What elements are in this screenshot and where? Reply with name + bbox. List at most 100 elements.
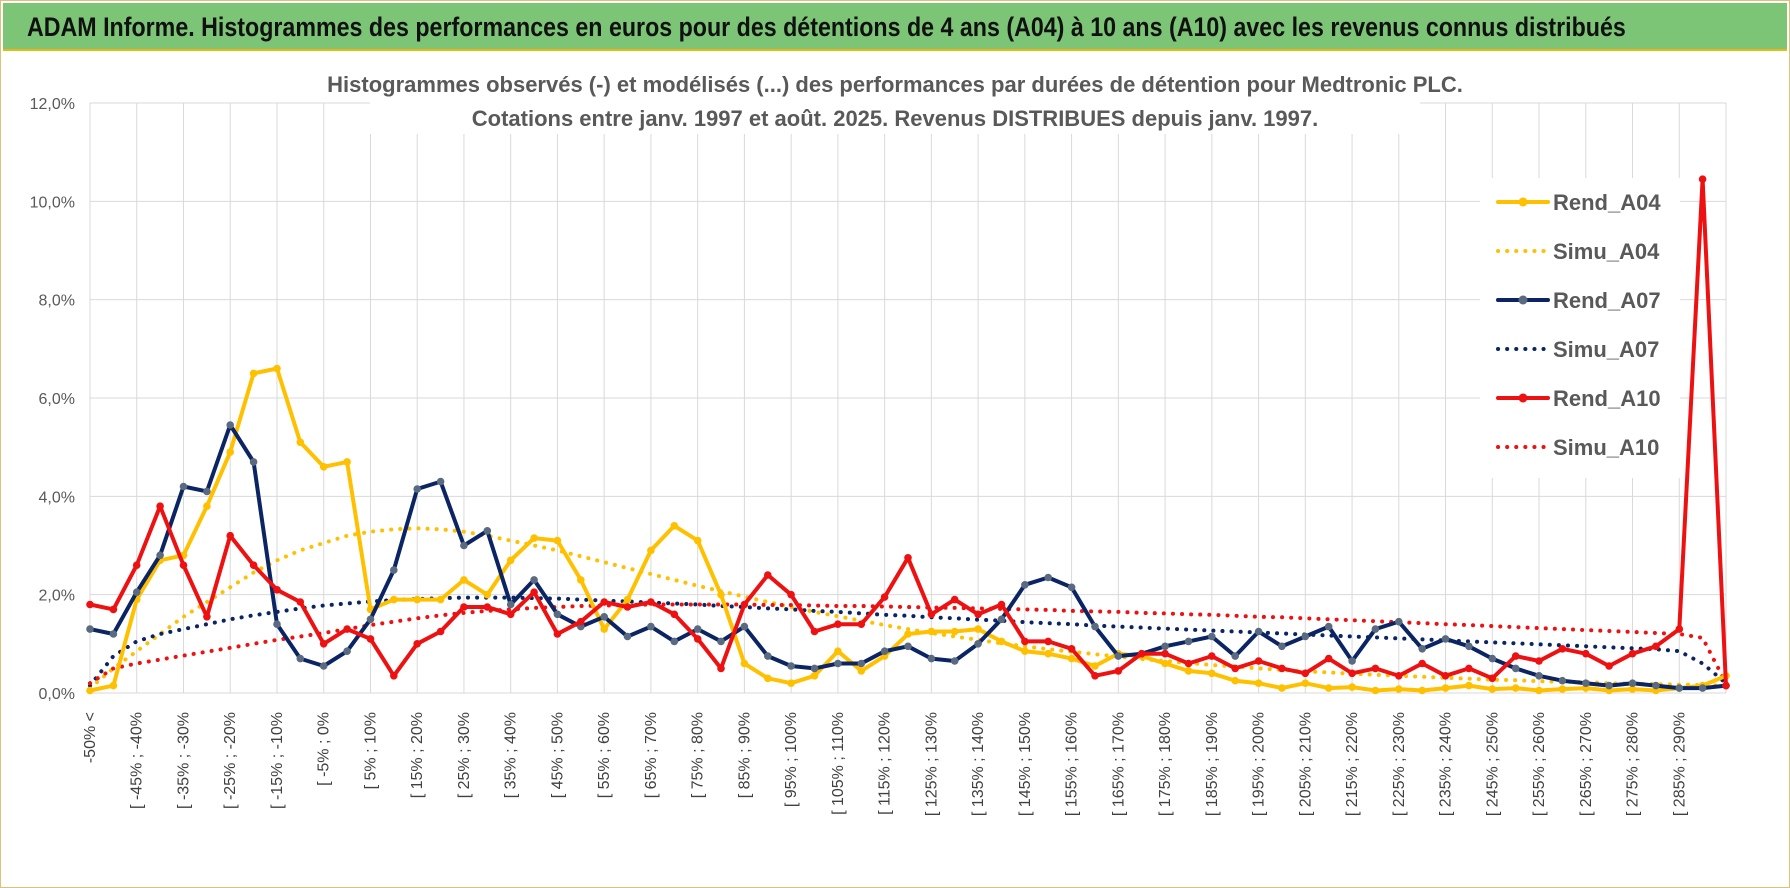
data-point-rend-a10 (1628, 649, 1637, 658)
data-point-rend-a10 (273, 586, 281, 594)
data-point-rend-a07 (1511, 664, 1520, 673)
data-point-rend-a07 (1021, 581, 1029, 589)
data-point-rend-a04 (740, 659, 749, 668)
data-point-rend-a10 (530, 588, 538, 596)
data-point-rend-a10 (553, 630, 562, 638)
data-point-rend-a07 (413, 485, 422, 493)
data-point-rend-a10 (1535, 657, 1543, 665)
data-point-rend-a07 (1091, 622, 1099, 631)
data-point-rend-a10 (670, 610, 679, 619)
data-point-rend-a07 (1044, 573, 1052, 582)
data-point-rend-a07 (343, 647, 351, 655)
data-point-rend-a07 (553, 610, 562, 619)
data-point-rend-a10 (109, 605, 118, 614)
x-tick-label: [ 85% ; 90% (736, 712, 753, 798)
title-banner: ADAM Informe. Histogrammes des performan… (3, 3, 1787, 51)
data-point-rend-a07 (366, 615, 375, 624)
data-point-rend-a04 (296, 438, 305, 447)
data-point-rend-a07 (296, 654, 305, 663)
x-tick-label: [ -25% ; -20% (222, 712, 239, 809)
data-point-rend-a10 (904, 554, 912, 562)
data-point-rend-a04 (483, 590, 492, 599)
data-point-rend-a07 (1324, 622, 1333, 631)
data-point-rend-a07 (1301, 632, 1310, 641)
data-point-rend-a07 (1348, 657, 1356, 665)
x-tick-label: [ 95% ; 100% (783, 712, 800, 807)
data-point-rend-a04 (1067, 654, 1076, 663)
data-point-rend-a04 (553, 536, 562, 545)
y-tick-label: 6,0% (39, 391, 75, 408)
data-point-rend-a04 (249, 369, 258, 378)
x-tick-label: [ 255% ; 260% (1531, 712, 1548, 816)
data-point-rend-a04 (86, 686, 94, 695)
chart-title-line-1: Histogrammes observés (-) et modélisés (… (327, 72, 1463, 97)
data-point-rend-a07 (530, 576, 538, 584)
chart-title-line-2: Cotations entre janv. 1997 et août. 2025… (472, 106, 1318, 131)
data-point-rend-a07 (436, 477, 445, 486)
data-point-rend-a07 (1558, 676, 1567, 685)
data-point-rend-a07 (997, 615, 1006, 624)
x-tick-label: [ -5% ; 0% (316, 712, 333, 786)
data-point-rend-a07 (1184, 637, 1193, 646)
x-tick-label: [ 65% ; 70% (643, 712, 660, 798)
data-point-rend-a07 (1698, 684, 1707, 692)
data-point-rend-a04 (436, 595, 445, 604)
data-point-rend-a04 (787, 679, 795, 687)
data-point-rend-a07 (273, 620, 281, 628)
data-point-rend-a10 (1698, 175, 1707, 183)
data-point-rend-a07 (1208, 632, 1216, 641)
legend-label: Rend_A04 (1553, 190, 1661, 215)
x-tick-label: [ 265% ; 270% (1578, 712, 1595, 816)
x-tick-label: [ 15% ; 20% (409, 712, 426, 798)
x-tick-label: [ 115% ; 120% (877, 712, 894, 815)
x-tick-label: [ 75% ; 80% (690, 712, 707, 798)
data-point-rend-a04 (1184, 667, 1193, 675)
legend-label: Simu_A04 (1553, 239, 1660, 264)
data-point-rend-a04 (319, 463, 328, 471)
data-point-rend-a04 (1021, 647, 1029, 655)
legend-label: Rend_A10 (1553, 386, 1661, 411)
data-point-rend-a10 (834, 620, 842, 628)
data-point-rend-a04 (203, 502, 211, 511)
data-point-rend-a04 (1278, 684, 1286, 692)
data-point-rend-a04 (1301, 679, 1310, 687)
x-tick-label: [ 245% ; 250% (1484, 712, 1501, 816)
data-point-rend-a07 (319, 662, 328, 670)
data-point-rend-a10 (600, 598, 608, 606)
data-point-rend-a10 (1348, 669, 1356, 678)
series-line-simu-a10 (88, 602, 1728, 686)
data-point-rend-a07 (1067, 583, 1076, 592)
data-point-rend-a07 (1535, 672, 1543, 680)
data-point-rend-a04 (623, 595, 632, 604)
data-point-rend-a10 (1091, 672, 1099, 680)
data-point-rend-a10 (296, 598, 305, 606)
data-point-rend-a10 (366, 635, 375, 643)
data-point-rend-a07 (1254, 627, 1263, 636)
x-tick-label: [ 165% ; 170% (1110, 712, 1127, 816)
data-point-rend-a10 (1044, 637, 1052, 646)
data-point-rend-a07 (600, 613, 608, 621)
x-tick-label: [ 45% ; 50% (549, 712, 566, 798)
data-point-rend-a04 (1208, 669, 1216, 678)
y-tick-label: 8,0% (39, 293, 75, 310)
data-point-rend-a10 (974, 610, 982, 619)
data-point-rend-a10 (343, 625, 351, 633)
data-point-rend-a07 (904, 642, 912, 651)
data-point-rend-a07 (1395, 617, 1403, 626)
data-point-rend-a10 (1371, 664, 1380, 673)
data-point-rend-a07 (950, 657, 959, 665)
data-point-rend-a07 (834, 659, 842, 668)
data-point-rend-a07 (1371, 625, 1380, 633)
x-tick-label: [ 105% ; 110% (830, 712, 847, 815)
data-point-rend-a10 (1652, 642, 1660, 651)
data-point-rend-a04 (834, 647, 842, 655)
legend: Rend_A04 Simu_A04 Rend_A07 Simu_A07 Rend_A10… (1480, 178, 1680, 478)
legend-marker (1518, 295, 1528, 305)
data-point-rend-a07 (1231, 652, 1239, 660)
legend-label: Simu_A07 (1553, 337, 1659, 362)
series-line-simu-a04 (88, 526, 1728, 691)
data-point-rend-a07 (880, 647, 889, 655)
data-point-rend-a10 (1114, 667, 1123, 675)
data-point-rend-a10 (717, 664, 725, 673)
data-point-rend-a10 (436, 627, 445, 636)
